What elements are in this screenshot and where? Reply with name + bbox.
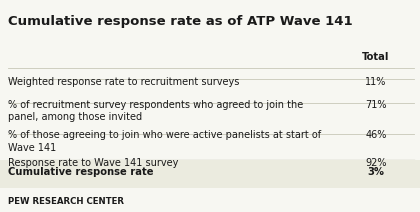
Text: 11%: 11% <box>365 77 386 87</box>
Text: % of those agreeing to join who were active panelists at start of
Wave 141: % of those agreeing to join who were act… <box>8 130 321 153</box>
Text: PEW RESEARCH CENTER: PEW RESEARCH CENTER <box>8 197 123 206</box>
Text: 46%: 46% <box>365 130 386 140</box>
Text: 71%: 71% <box>365 100 387 110</box>
Text: Total: Total <box>362 52 390 62</box>
Text: % of recruitment survey respondents who agreed to join the
panel, among those in: % of recruitment survey respondents who … <box>8 100 303 123</box>
Text: Cumulative response rate: Cumulative response rate <box>8 167 153 177</box>
Text: Cumulative response rate as of ATP Wave 141: Cumulative response rate as of ATP Wave … <box>8 15 352 28</box>
Text: 3%: 3% <box>368 167 384 177</box>
Text: Weighted response rate to recruitment surveys: Weighted response rate to recruitment su… <box>8 77 239 87</box>
Text: Response rate to Wave 141 survey: Response rate to Wave 141 survey <box>8 158 178 168</box>
Text: 92%: 92% <box>365 158 387 168</box>
